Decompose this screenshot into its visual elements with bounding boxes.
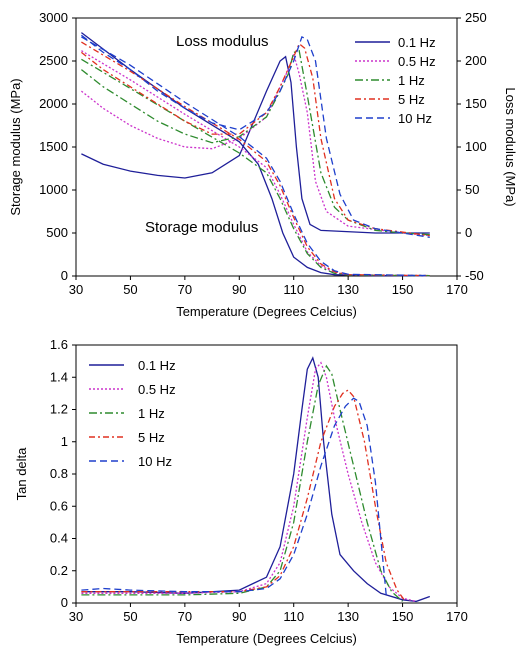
bottom-x-tick-label: 30: [69, 609, 83, 624]
top-left-tick-label: 3000: [39, 10, 68, 25]
top-right-tick-label: 0: [465, 225, 472, 240]
bottom-y-tick-label: 1.2: [50, 402, 68, 417]
bottom-x-tick-label: 70: [178, 609, 192, 624]
bottom-y-tick-label: 1: [61, 434, 68, 449]
tan-delta-line-10-hz: [81, 397, 387, 595]
loss-line-0.1-hz: [81, 55, 430, 234]
tan-delta-line-0.1-hz: [81, 356, 431, 603]
top-legend-label: 0.1 Hz: [398, 35, 436, 50]
loss-line-5-hz: [80, 42, 430, 237]
top-left-axis: 0 500 1000 1500 2000 2500 3000: [39, 10, 76, 283]
top-x-tick-label: 130: [337, 282, 359, 297]
top-right-tick-label: 250: [465, 10, 487, 25]
bottom-y-tick-label: 0: [61, 595, 68, 610]
top-x-tick-label: 170: [446, 282, 468, 297]
top-x-axis: 30 50 70 90 110 130 150 170: [69, 276, 468, 297]
bottom-x-tick-label: 50: [123, 609, 137, 624]
bottom-legend-label: 0.1 Hz: [138, 358, 176, 373]
top-right-tick-label: -50: [465, 268, 484, 283]
bottom-x-tick-label: 110: [283, 609, 304, 624]
bottom-y-tick-label: 1.6: [50, 337, 68, 352]
storage-line-0.1-hz: [81, 32, 430, 277]
bottom-x-tick-label: 130: [337, 609, 359, 624]
storage-line-10-hz: [81, 36, 430, 277]
top-right-axis: -50 0 50 100 150 200 250: [457, 10, 487, 283]
top-left-tick-label: 2000: [39, 96, 68, 111]
top-x-tick-label: 70: [178, 282, 192, 297]
top-left-tick-label: 1000: [39, 182, 68, 197]
top-left-axis-label: Storage modulus (MPa): [8, 78, 23, 215]
storage-line-5-hz: [81, 41, 430, 277]
bottom-chart: 0 0.2 0.4 0.6 0.8 1 1.2 1.4 1.6 30 50 70 90 110 130 15…: [14, 337, 468, 646]
bottom-legend-label: 0.5 Hz: [138, 382, 176, 397]
bottom-legend: 0.1 Hz 0.5 Hz 1 Hz 5 Hz 10 Hz: [89, 358, 176, 469]
top-right-axis-label: Loss modulus (MPa): [503, 87, 516, 206]
top-x-tick-label: 30: [69, 282, 83, 297]
top-right-tick-label: 150: [465, 96, 487, 111]
top-legend-label: 1 Hz: [398, 73, 425, 88]
loss-line-1-hz: [80, 49, 430, 236]
top-legend-label: 10 Hz: [398, 111, 432, 126]
tan-delta-line-5-hz: [81, 389, 406, 602]
top-x-tick-label: 90: [232, 282, 246, 297]
top-right-tick-label: 100: [465, 139, 487, 154]
bottom-x-axis: 30 50 70 90 110 130 150 170: [69, 603, 468, 624]
bottom-legend-label: 10 Hz: [138, 454, 172, 469]
bottom-y-tick-label: 0.6: [50, 498, 68, 513]
top-left-tick-label: 1500: [39, 139, 68, 154]
bottom-x-tick-label: 150: [392, 609, 414, 624]
top-left-tick-label: 0: [61, 268, 68, 283]
top-x-axis-label: Temperature (Degrees Celcius): [176, 304, 357, 319]
bottom-x-tick-label: 170: [446, 609, 468, 624]
bottom-y-tick-label: 1.4: [50, 369, 68, 384]
loss-line-10-hz: [80, 34, 430, 238]
top-x-tick-label: 50: [123, 282, 137, 297]
bottom-y-tick-label: 0.8: [50, 466, 68, 481]
bottom-x-tick-label: 90: [232, 609, 246, 624]
bottom-plot-area: [75, 344, 458, 604]
top-series-lines: [80, 32, 430, 277]
storage-modulus-annotation: Storage modulus: [145, 219, 258, 236]
top-x-tick-label: 110: [283, 282, 304, 297]
top-left-tick-label: 2500: [39, 53, 68, 68]
top-legend: 0.1 Hz 0.5 Hz 1 Hz 5 Hz 10 Hz: [355, 35, 436, 126]
bottom-y-tick-label: 0.4: [50, 531, 68, 546]
tan-delta-line-0.5-hz: [81, 361, 417, 603]
top-chart: 0 500 1000 1500 2000 2500 3000 -50 0 50 100 150 200…: [8, 10, 516, 319]
top-left-tick-label: 500: [46, 225, 68, 240]
bottom-legend-label: 5 Hz: [138, 430, 165, 445]
tan-delta-line-1-hz: [81, 364, 404, 602]
top-right-tick-label: 50: [465, 182, 479, 197]
bottom-x-axis-label: Temperature (Degrees Celcius): [176, 631, 357, 646]
bottom-y-axis-label: Tan delta: [14, 447, 29, 501]
bottom-y-axis: 0 0.2 0.4 0.6 0.8 1 1.2 1.4 1.6: [50, 337, 76, 610]
top-legend-label: 0.5 Hz: [398, 54, 436, 69]
storage-line-1-hz: [81, 58, 430, 277]
top-x-tick-label: 150: [392, 282, 414, 297]
bottom-y-tick-label: 0.2: [50, 563, 68, 578]
bottom-series-lines: [81, 356, 431, 603]
loss-modulus-annotation: Loss modulus: [176, 33, 269, 50]
top-legend-label: 5 Hz: [398, 92, 425, 107]
top-right-tick-label: 200: [465, 53, 487, 68]
bottom-legend-label: 1 Hz: [138, 406, 165, 421]
storage-line-0.5-hz: [81, 50, 430, 277]
